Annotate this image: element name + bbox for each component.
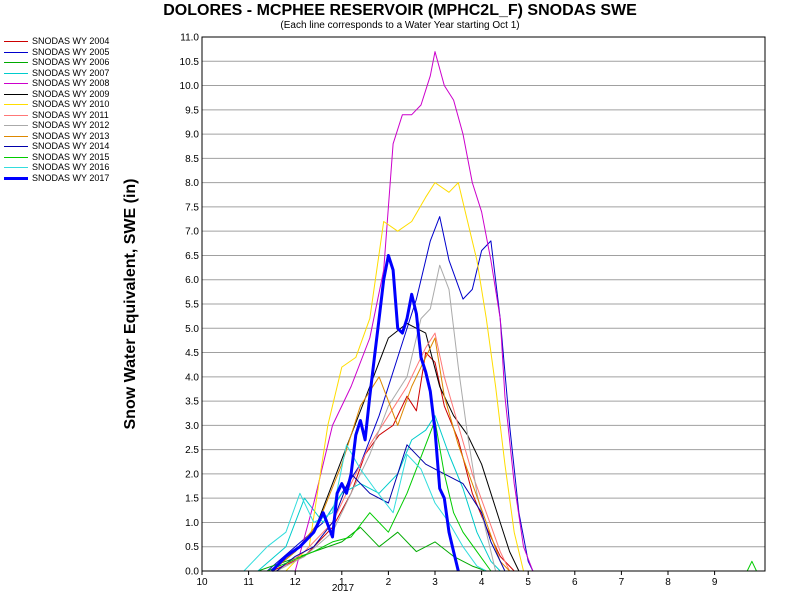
legend-swatch: [4, 125, 28, 126]
legend-label: SNODAS WY 2007: [32, 67, 110, 78]
y-tick-label: 7.0: [185, 227, 199, 238]
y-tick-label: 2.0: [185, 469, 199, 480]
x-tick-label: 11: [243, 577, 254, 588]
y-tick-label: 10.5: [180, 57, 200, 68]
legend-label: SNODAS WY 2005: [32, 46, 110, 57]
legend-swatch: [4, 104, 28, 105]
x-tick-label: 4: [479, 577, 485, 588]
legend-item: SNODAS WY 2009: [4, 89, 144, 100]
y-tick-label: 8.0: [185, 178, 199, 189]
legend-swatch: [4, 62, 28, 63]
y-tick-label: 3.5: [185, 397, 199, 408]
x-tick-label: 1: [339, 577, 345, 588]
legend-item: SNODAS WY 2005: [4, 47, 144, 58]
legend-swatch: [4, 41, 28, 42]
x-tick-label: 5: [525, 577, 531, 588]
legend-swatch: [4, 83, 28, 84]
y-axis-label: Snow Water Equivalent, SWE (in): [122, 179, 139, 430]
series-lines: [243, 51, 757, 573]
x-tick-label: 12: [290, 577, 302, 588]
legend-label: SNODAS WY 2015: [32, 151, 110, 162]
legend-item: SNODAS WY 2016: [4, 162, 144, 173]
x-tick-label: 3: [432, 577, 438, 588]
y-tick-label: 6.5: [185, 251, 199, 262]
y-tick-label: 2.5: [185, 445, 199, 456]
legend-label: SNODAS WY 2010: [32, 99, 110, 109]
series-line-snodas-wy-2007: [257, 415, 501, 572]
legend-label: SNODAS WY 2014: [32, 141, 110, 151]
series-line-snodas-wy-2011: [276, 332, 511, 572]
x-year-label: 2017: [332, 583, 355, 594]
x-tick-label: 10: [196, 577, 208, 588]
chart-title: DOLORES - MCPHEE RESERVOIR (MPHC2L_F) SN…: [163, 2, 637, 19]
legend-label: SNODAS WY 2006: [32, 57, 110, 67]
y-tick-label: 11.0: [180, 33, 199, 44]
legend-swatch: [4, 114, 28, 116]
y-tick-label: 0.5: [185, 542, 199, 553]
legend-swatch: [4, 135, 28, 137]
legend-item: SNODAS WY 2017: [4, 173, 144, 184]
x-tick-labels: 10 11 12 1 2 3 4 5 6 7 8 9: [196, 571, 718, 588]
legend-item: SNODAS WY 2004: [4, 36, 144, 47]
legend-label: SNODAS WY 2008: [32, 78, 110, 88]
legend-swatch: [4, 72, 28, 74]
legend-item: SNODAS WY 2014: [4, 141, 144, 152]
series-line-snodas-wy-2013: [271, 337, 510, 572]
series-line-snodas-wy-2008: [294, 51, 534, 572]
x-tick-label: 7: [619, 577, 625, 588]
x-tick-label: 2: [386, 577, 392, 588]
legend-label: SNODAS WY 2012: [32, 120, 110, 130]
chart-legend: SNODAS WY 2004 SNODAS WY 2005 SNODAS WY 20…: [4, 36, 144, 183]
chart-subtitle: (Each line corresponds to a Water Year s…: [280, 20, 520, 31]
series-line-snodas-wy-2009: [271, 322, 520, 572]
legend-item: SNODAS WY 2007: [4, 68, 144, 79]
legend-item: SNODAS WY 2010: [4, 99, 144, 110]
y-tick-label: 9.5: [185, 105, 199, 116]
y-tick-label: 3.0: [185, 421, 199, 432]
y-tick-labels: 0.0 0.5 1.0 1.5 2.0 2.5 3.0 3.5 4.0 4.5 5.0 5.5 6.0 6…: [180, 33, 200, 578]
legend-swatch: [4, 51, 28, 53]
legend-swatch: [4, 156, 28, 158]
series-line-snodas-wy-2014: [276, 444, 506, 572]
legend-label: SNODAS WY 2009: [32, 88, 110, 99]
series-line-snodas-wy-2005: [266, 216, 534, 572]
y-tick-label: 10.0: [180, 81, 200, 92]
x-tick-label: 9: [712, 577, 718, 588]
series-line-snodas-wy-2017: [270, 254, 460, 573]
series-line-snodas-wy-2016: [243, 444, 487, 572]
x-tick-label: 6: [572, 577, 578, 588]
legend-label: SNODAS WY 2013: [32, 130, 110, 141]
legend-swatch: [4, 176, 28, 180]
legend-swatch: [4, 93, 28, 95]
legend-label: SNODAS WY 2004: [32, 36, 110, 46]
legend-item: SNODAS WY 2008: [4, 78, 144, 89]
legend-item: SNODAS WY 2015: [4, 152, 144, 163]
legend-item: SNODAS WY 2006: [4, 57, 144, 68]
y-tick-label: 4.0: [185, 372, 199, 383]
x-tick-label: 8: [665, 577, 671, 588]
legend-item: SNODAS WY 2011: [4, 110, 144, 121]
series-line-snodas-wy-2010: [285, 182, 524, 572]
legend-swatch: [4, 146, 28, 147]
series-line-snodas-wy-2012: [276, 264, 497, 572]
plot-frame: [201, 36, 766, 572]
legend-label: SNODAS WY 2011: [32, 109, 109, 120]
y-tick-label: 8.5: [185, 154, 199, 165]
y-tick-label: 5.5: [185, 300, 199, 311]
legend-label: SNODAS WY 2017: [32, 172, 110, 183]
y-tick-label: 5.0: [185, 324, 199, 335]
y-tick-label: 6.0: [185, 275, 199, 286]
y-tick-label: 7.5: [185, 202, 199, 213]
legend-swatch: [4, 167, 28, 168]
y-tick-label: 1.5: [185, 494, 199, 505]
y-tick-label: 9.0: [185, 130, 199, 141]
y-tick-label: 1.0: [185, 518, 199, 529]
legend-label: SNODAS WY 2016: [32, 162, 110, 172]
legend-item: SNODAS WY 2012: [4, 120, 144, 131]
legend-item: SNODAS WY 2013: [4, 131, 144, 142]
y-tick-label: 0.0: [185, 567, 199, 578]
y-tick-label: 4.5: [185, 348, 199, 359]
